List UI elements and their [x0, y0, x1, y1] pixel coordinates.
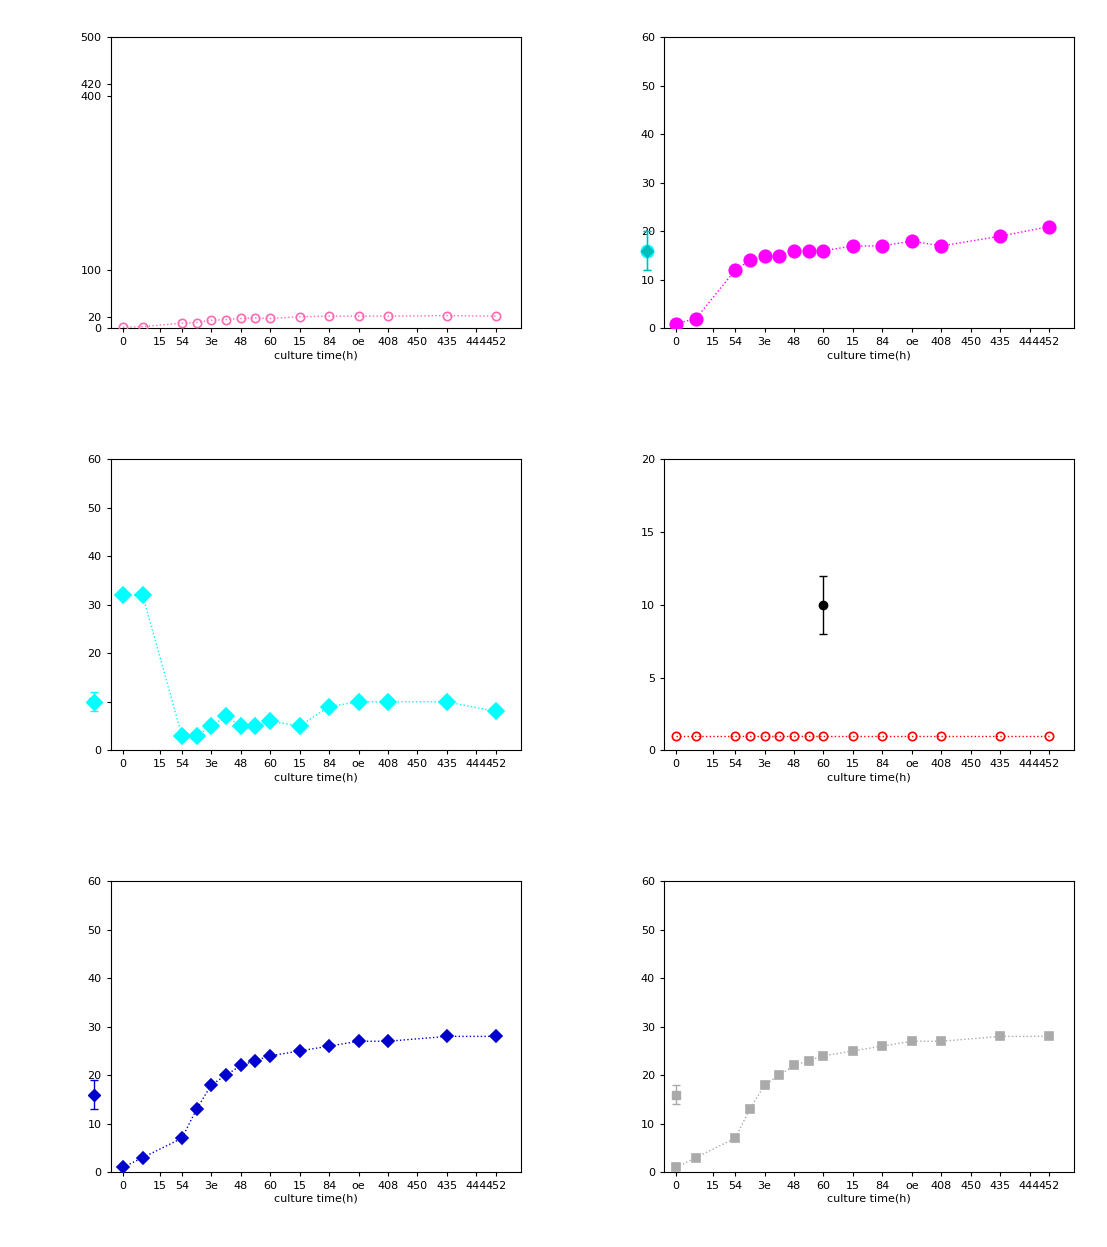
X-axis label: culture time(h): culture time(h) [273, 350, 358, 360]
X-axis label: culture time(h): culture time(h) [273, 772, 358, 782]
X-axis label: culture time(h): culture time(h) [827, 772, 911, 782]
X-axis label: culture time(h): culture time(h) [827, 1193, 911, 1205]
X-axis label: culture time(h): culture time(h) [827, 350, 911, 360]
X-axis label: culture time(h): culture time(h) [273, 1193, 358, 1205]
